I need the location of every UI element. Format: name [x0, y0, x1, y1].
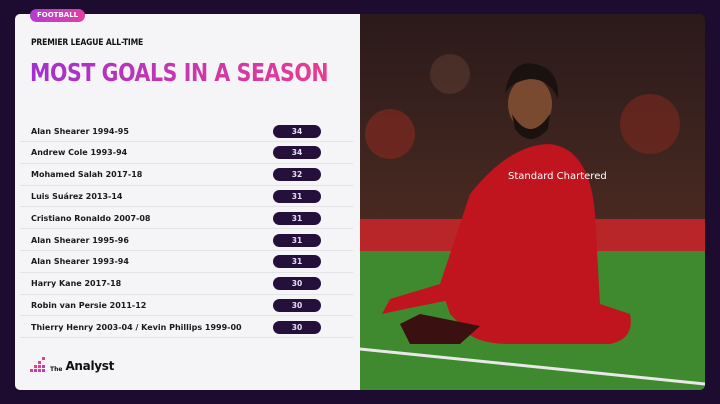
goals-badge: 30 [273, 298, 321, 312]
player-photo: Standard Chartered [360, 14, 705, 390]
player-season: Robin van Persie 2011-12 [31, 300, 147, 310]
goals-badge: 34 [273, 124, 321, 138]
player-season: Cristiano Ronaldo 2007-08 [31, 213, 151, 223]
player-season: Alan Shearer 1994-95 [31, 126, 129, 136]
player-season: Andrew Cole 1993-94 [31, 148, 128, 158]
the-analyst-logo: The Analyst [29, 357, 114, 373]
page-title: MOST GOALS IN A SEASON [30, 58, 329, 87]
goals-badge: 30 [273, 320, 321, 334]
player-season: Thierry Henry 2003-04 / Kevin Phillips 1… [31, 322, 242, 332]
player-season: Alan Shearer 1995-96 [31, 235, 129, 245]
shirt-sponsor: Standard Chartered [508, 171, 607, 182]
table-row: Alan Shearer 1994-95 34 [20, 121, 353, 142]
table-row: Harry Kane 2017-18 30 [20, 274, 353, 295]
table-row: Luis Suárez 2013-14 31 [20, 186, 353, 208]
player-season: Mohamed Salah 2017-18 [31, 170, 143, 180]
table-row: Thierry Henry 2003-04 / Kevin Phillips 1… [20, 317, 353, 339]
player-season: Alan Shearer 1993-94 [31, 257, 129, 267]
goals-badge: 31 [273, 211, 321, 225]
goals-badge: 32 [273, 168, 321, 182]
goals-badge: 31 [273, 189, 321, 203]
goals-badge: 31 [273, 233, 321, 247]
category-tag: FOOTBALL [30, 9, 86, 22]
table-row: Alan Shearer 1993-94 31 [20, 252, 353, 273]
analyst-logo-icon [30, 357, 45, 372]
subtitle: PREMIER LEAGUE ALL-TIME [31, 38, 144, 48]
goals-badge: 30 [273, 277, 321, 291]
player-season: Luis Suárez 2013-14 [31, 191, 123, 201]
player-season: Harry Kane 2017-18 [31, 279, 122, 289]
table-row: Mohamed Salah 2017-18 32 [20, 165, 353, 186]
table-row: Alan Shearer 1995-96 31 [20, 230, 353, 251]
table-row: Robin van Persie 2011-12 30 [20, 295, 353, 317]
table-row: Andrew Cole 1993-94 34 [20, 143, 353, 164]
goals-badge: 34 [273, 146, 321, 160]
goals-badge: 31 [273, 255, 321, 269]
table-row: Cristiano Ronaldo 2007-08 31 [20, 208, 353, 230]
